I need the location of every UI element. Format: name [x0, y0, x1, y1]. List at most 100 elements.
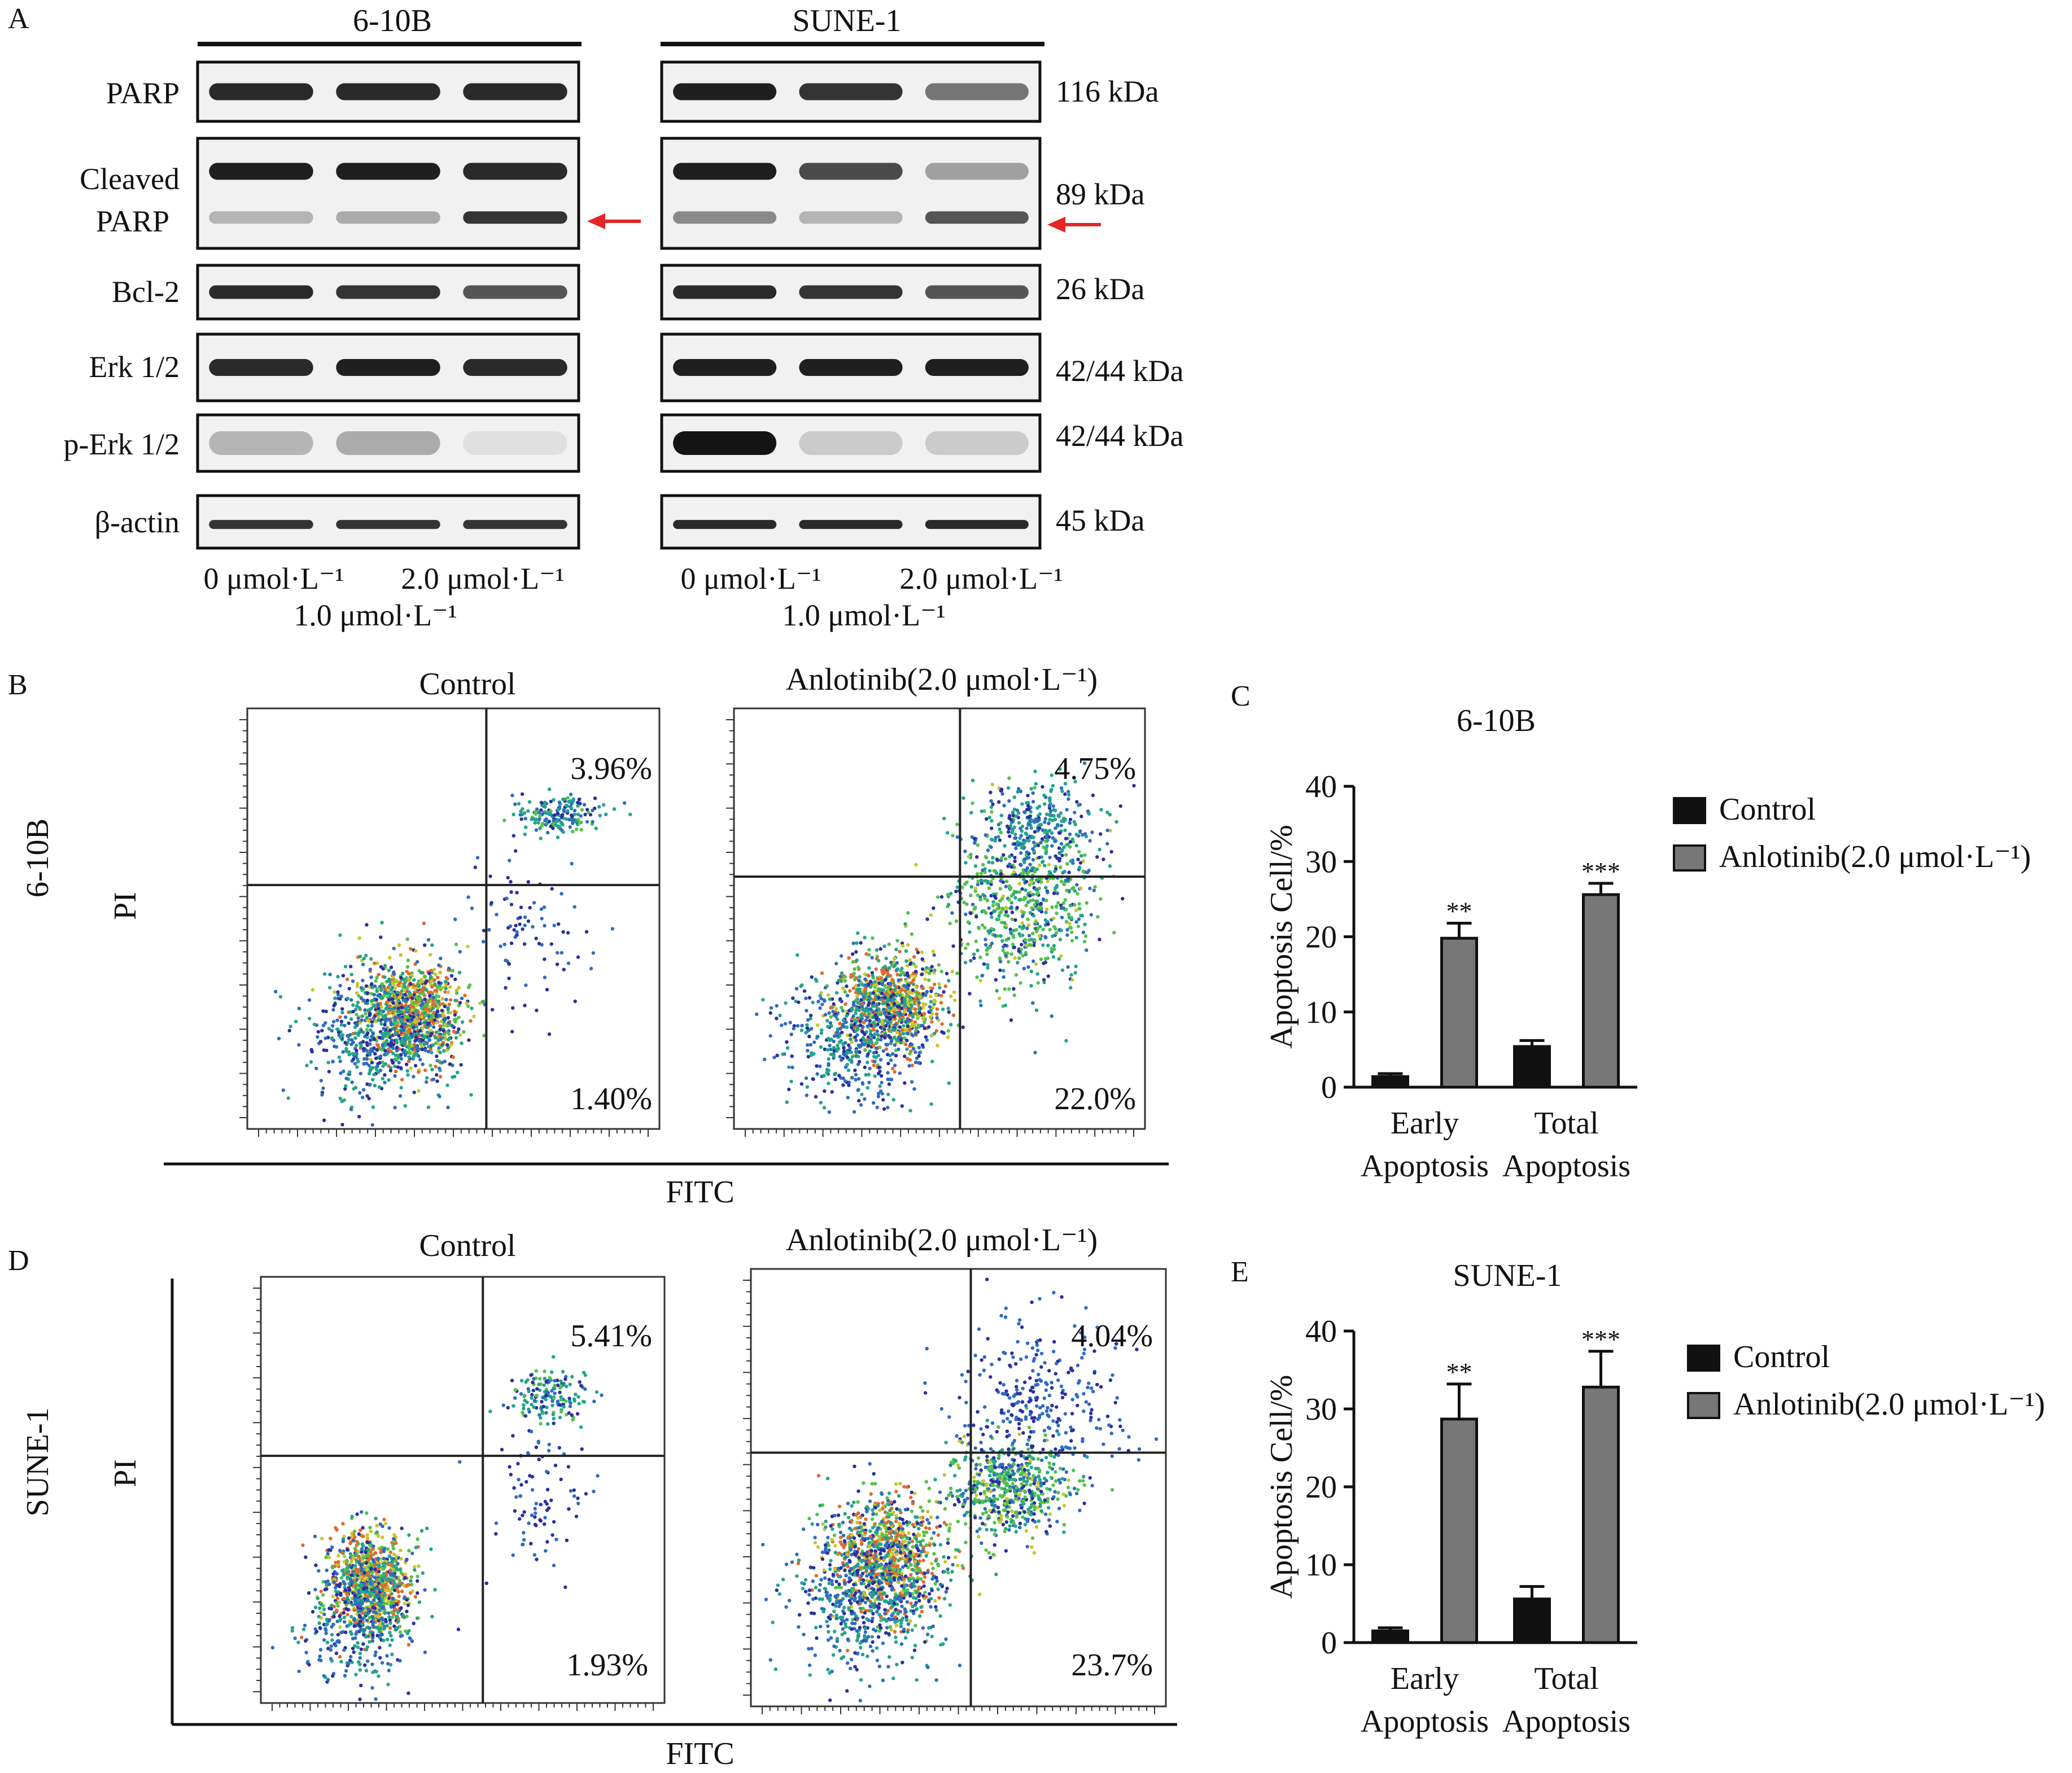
band-6-10b-actin-lane-3: [463, 520, 567, 529]
flow-q2-sune-1-anlotinib: 4.04%: [1071, 1319, 1153, 1354]
band-sune-1-parp-lane-2: [799, 83, 903, 100]
flow-q2-6-10b-anlotinib: 4.75%: [1054, 751, 1136, 786]
band-6-10b-bcl-2-lane-3: [463, 285, 567, 299]
legend-label-sune-1-1: Anlotinib(2.0 μmol·L⁻¹): [1733, 1387, 2045, 1422]
flow-q2-6-10b-control: 3.96%: [570, 751, 652, 786]
flow-plot-sune-1-control: [253, 1276, 666, 1711]
band-sune-1-cleaved-lane-2: [799, 163, 903, 180]
flow-q4-sune-1-control: 1.93%: [566, 1648, 648, 1683]
flow-plots-6-10b: [239, 707, 1146, 1137]
y-tick-label-6-10b: 10: [1305, 995, 1337, 1030]
band-6-10b-erk-1-2-lane-2: [336, 359, 440, 376]
band-sune-1-cleaved-lane-3: [925, 163, 1029, 180]
band-sune-1-p-erk-1-2-lane-3: [925, 431, 1029, 455]
row-label-cleaved: Cleaved: [80, 162, 180, 196]
band-sune-1-actin-lane-3: [925, 520, 1029, 529]
y-tick-label-sune-1: 40: [1305, 1314, 1337, 1349]
band-6-10b-actin-lane-2: [336, 520, 440, 529]
flow-q4-sune-1-anlotinib: 23.7%: [1071, 1648, 1153, 1683]
panel-label-b: B: [8, 669, 28, 701]
bar-6-10b-1-1: [1582, 893, 1620, 1089]
flow-title-6-10b-anlotinib: Anlotinib(2.0 μmol·L⁻¹): [786, 662, 1098, 697]
legend-label-sune-1-0: Control: [1733, 1339, 1830, 1374]
significance-mark-6-10b-0: **: [1446, 897, 1472, 926]
dose-sune-1-mid: 1.0 μmol·L⁻¹: [782, 598, 946, 632]
row-label-cleaved-parp: PARP: [96, 204, 169, 238]
flow-plots-sune-1: [253, 1268, 1167, 1714]
y-tick-label-sune-1: 20: [1305, 1470, 1337, 1505]
flow-title-sune-1-anlotinib: Anlotinib(2.0 μmol·L⁻¹): [786, 1223, 1098, 1258]
flow-cell-label-sune-1: SUNE-1: [20, 1408, 55, 1517]
flow-title-6-10b-control: Control: [419, 667, 515, 702]
band-6-10b-p-erk-1-2-lane-1: [209, 431, 313, 455]
category-label-6-10b-1: Apoptosis: [1502, 1149, 1631, 1184]
band-sune-1-bcl-2-lane-3: [925, 285, 1029, 299]
flow-plot-sune-1-anlotinib: [743, 1268, 1167, 1714]
significance-mark-6-10b-1: ***: [1581, 857, 1620, 886]
band-6-10b-erk-1-2-lane-1: [209, 359, 313, 376]
band-sune-1-actin-lane-1: [673, 520, 777, 529]
bar-6-10b-0-1: [1440, 936, 1478, 1089]
flow-scatter-sune-1-anlotinib: [761, 1277, 1159, 1702]
band-sune-1-bcl-2-lane-1: [673, 285, 777, 299]
band-sune-1-cleaved-lane-3: [925, 211, 1029, 224]
category-label-6-10b-0: Early: [1391, 1106, 1459, 1141]
band-6-10b-parp-lane-1: [209, 83, 313, 100]
bar-6-10b-1-0: [1513, 1045, 1551, 1089]
blot-box-6-10b-cleaved: [196, 137, 580, 250]
dose-6-10b-mid: 1.0 μmol·L⁻¹: [294, 598, 457, 632]
band-6-10b-p-erk-1-2-lane-2: [336, 431, 440, 455]
flow-frame-6-10b-anlotinib: [733, 707, 1146, 1130]
kda-bcl2: 26 kDa: [1056, 272, 1144, 306]
category-label-sune-1-0: Early: [1391, 1661, 1459, 1696]
flow-scatter-6-10b-control: [274, 787, 632, 1127]
band-6-10b-parp-lane-3: [463, 83, 567, 100]
band-6-10b-cleaved-lane-1: [209, 211, 313, 224]
bar-sune-1-0-0: [1371, 1629, 1409, 1644]
band-sune-1-p-erk-1-2-lane-2: [799, 431, 903, 455]
band-6-10b-erk-1-2-lane-3: [463, 359, 567, 376]
flow-ylabel-sune-1: PI: [108, 1459, 143, 1487]
flow-title-sune-1-control: Control: [419, 1228, 515, 1263]
band-6-10b-bcl-2-lane-2: [336, 285, 440, 299]
band-sune-1-cleaved-lane-1: [673, 163, 777, 180]
panel-label-d: D: [8, 1245, 29, 1277]
kda-p-erk: 42/44 kDa: [1056, 419, 1184, 453]
blot-box-sune-1-cleaved: [660, 137, 1042, 250]
category-label-sune-1-1: Total: [1534, 1661, 1598, 1696]
bar-sune-1-0-1: [1440, 1417, 1478, 1644]
row-label-bcl2: Bcl-2: [112, 275, 180, 309]
flow-scatter-6-10b-anlotinib: [755, 761, 1136, 1114]
legend-swatch-sune-1-1: [1687, 1392, 1720, 1419]
row-label-parp: PARP: [106, 76, 180, 110]
panel-label-a: A: [8, 3, 29, 35]
chart-title-sune-1: SUNE-1: [1453, 1258, 1562, 1293]
legend-label-6-10b-1: Anlotinib(2.0 μmol·L⁻¹): [1719, 839, 2031, 874]
y-tick-label-6-10b: 40: [1305, 769, 1337, 804]
panel-label-e: E: [1231, 1256, 1249, 1288]
legend-swatch-6-10b-1: [1673, 844, 1706, 872]
flow-q4-6-10b-anlotinib: 22.0%: [1054, 1082, 1136, 1117]
band-6-10b-p-erk-1-2-lane-3: [463, 431, 567, 455]
bar-sune-1-1-1: [1582, 1385, 1620, 1644]
flow-scatter-sune-1-control: [270, 1355, 604, 1701]
band-6-10b-cleaved-lane-2: [336, 211, 440, 224]
band-6-10b-cleaved-lane-1: [209, 163, 313, 180]
y-tick-label-sune-1: 10: [1305, 1548, 1337, 1583]
flow-plot-6-10b-anlotinib: [726, 707, 1146, 1137]
band-sune-1-erk-1-2-lane-3: [925, 359, 1029, 376]
band-sune-1-erk-1-2-lane-2: [799, 359, 903, 376]
kda-parp: 116 kDa: [1056, 75, 1159, 108]
flow-xlabel-sune-1: FITC: [666, 1736, 734, 1771]
kda-erk: 42/44 kDa: [1056, 354, 1184, 388]
band-6-10b-parp-lane-2: [336, 83, 440, 100]
band-sune-1-parp-lane-3: [925, 83, 1029, 100]
band-sune-1-cleaved-lane-2: [799, 211, 903, 224]
y-tick-label-6-10b: 0: [1321, 1070, 1337, 1105]
flow-xlabel-6-10b: FITC: [666, 1175, 734, 1210]
kda-beta-actin: 45 kDa: [1056, 504, 1144, 537]
row-label-erk: Erk 1/2: [89, 350, 180, 384]
flow-plot-6-10b-control: [239, 707, 661, 1137]
